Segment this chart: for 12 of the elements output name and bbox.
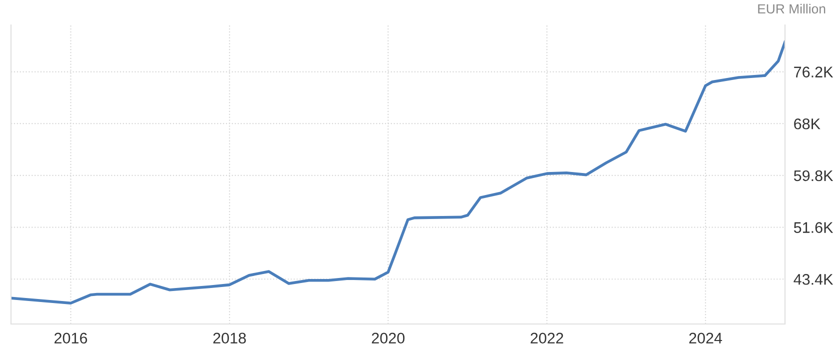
- y-axis-title: EUR Million: [758, 4, 826, 14]
- y-tick-label: 51.6K: [794, 222, 834, 233]
- line-series: [11, 40, 785, 305]
- x-tick-label: 2016: [54, 332, 88, 344]
- x-tick-label: 2022: [530, 332, 564, 344]
- x-tick-label: 2018: [213, 332, 246, 344]
- y-tick-label: 43.4K: [794, 274, 834, 285]
- y-tick-label: 68K: [794, 118, 820, 130]
- x-tick-label: 2020: [372, 332, 405, 344]
- y-tick-label: 59.8K: [794, 170, 834, 182]
- y-tick-label: 76.2K: [794, 66, 834, 78]
- x-tick-label: 2024: [689, 332, 722, 344]
